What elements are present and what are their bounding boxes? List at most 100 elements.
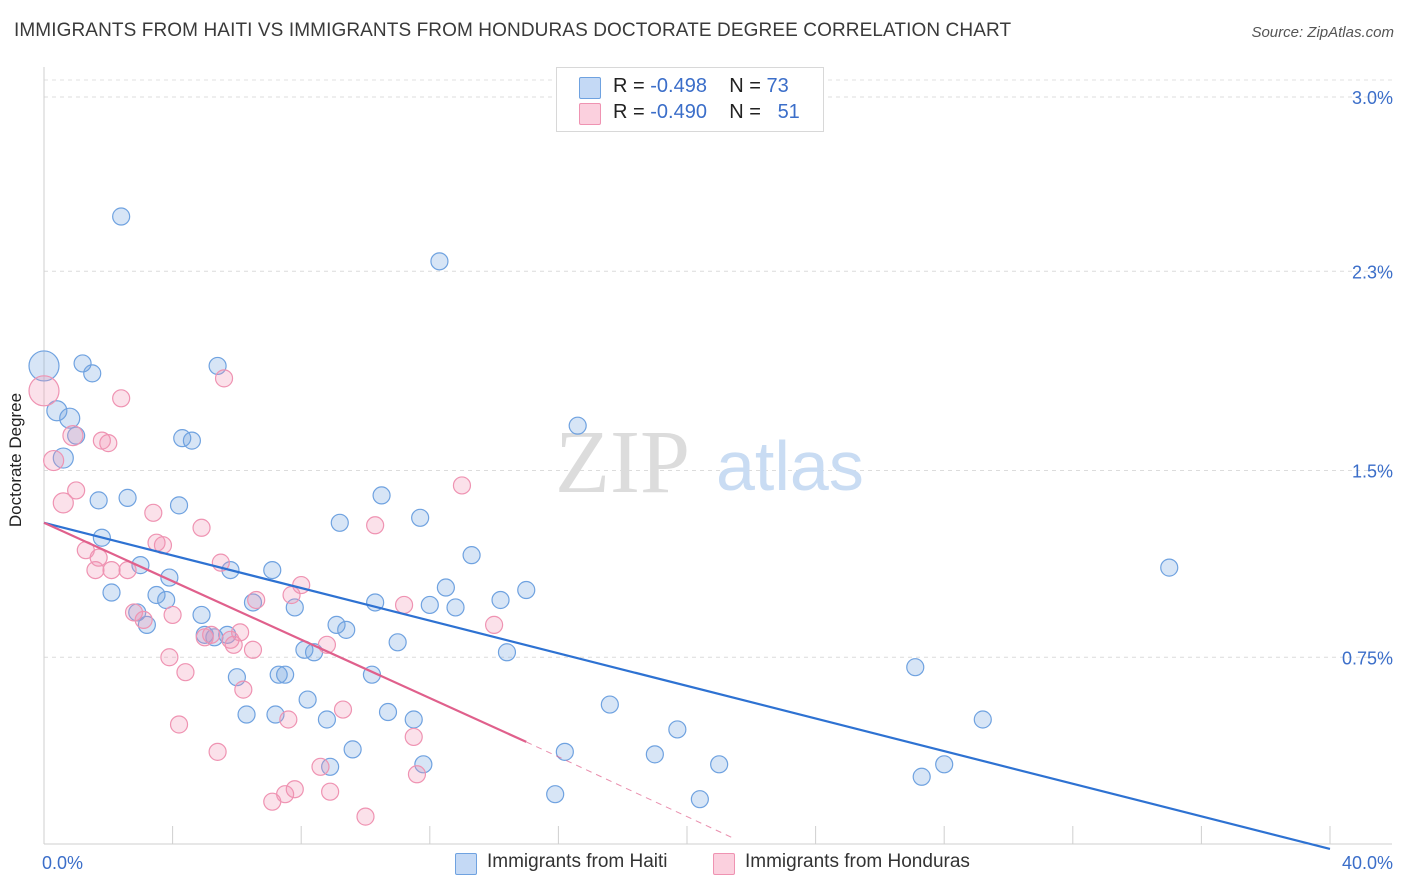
haiti-point-68: [912, 767, 931, 786]
honduras-n-label: N =: [729, 101, 761, 123]
haiti-point-31: [237, 705, 256, 724]
x-tick-label-right: 40.0%: [1342, 853, 1393, 873]
haiti-point-41: [337, 620, 356, 639]
honduras-point-24: [202, 625, 221, 644]
honduras-point-1: [43, 449, 65, 472]
haiti-point-44: [343, 740, 362, 759]
x-tick-label-left: 0.0%: [42, 853, 83, 873]
honduras-point-48: [407, 765, 427, 784]
haiti-point-47: [388, 633, 407, 652]
haiti-point-49: [404, 710, 423, 729]
chart-title: IMMIGRANTS FROM HAITI VS IMMIGRANTS FROM…: [14, 20, 1012, 41]
haiti-r-value: -0.498: [650, 75, 707, 97]
honduras-r-value: -0.490: [650, 101, 707, 123]
legend-haiti-swatch: [455, 853, 477, 875]
honduras-point-42: [321, 782, 340, 801]
haiti-point-55: [462, 546, 481, 565]
honduras-point-43: [333, 700, 353, 719]
tick-labels: 0.75% 1.5% 2.3% 3.0% 0.0% 40.0%: [42, 88, 1393, 873]
haiti-point-10: [182, 431, 201, 450]
haiti-point-48: [378, 702, 398, 722]
haiti-point-46: [372, 486, 391, 505]
y-tick-label-3: 3.0%: [1352, 88, 1393, 108]
haiti-point-18: [147, 585, 166, 605]
haiti-point-70: [973, 710, 992, 729]
haiti-point-50: [414, 755, 433, 774]
legend-honduras-swatch: [713, 853, 735, 875]
haiti-swatch: [579, 77, 601, 99]
honduras-point-40: [311, 757, 330, 776]
haiti-point-40: [327, 615, 346, 634]
haiti-point-61: [568, 416, 587, 435]
haiti-point-60: [555, 742, 574, 761]
honduras-point-15: [144, 503, 163, 522]
honduras-point-18: [160, 648, 179, 667]
haiti-stats: R = -0.498 N = 73: [613, 75, 789, 98]
y-tick-label-0: 0.75%: [1342, 648, 1393, 668]
haiti-point-39: [321, 757, 340, 776]
honduras-point-31: [234, 680, 253, 699]
haiti-point-19: [157, 590, 176, 610]
haiti-point-42: [330, 513, 349, 532]
honduras-point-47: [404, 727, 423, 747]
haiti-point-69: [935, 755, 954, 774]
trendlines: [43, 521, 1331, 851]
honduras-point-46: [394, 595, 414, 615]
points: [28, 207, 1179, 826]
honduras-point-22: [192, 518, 211, 537]
honduras-point-20: [169, 715, 189, 734]
haiti-point-3: [67, 426, 86, 445]
haiti-point-5: [73, 354, 92, 373]
honduras-trendline: [43, 521, 527, 743]
honduras-point-30: [231, 623, 250, 642]
haiti-point-54: [446, 598, 465, 617]
haiti-point-6: [83, 364, 102, 383]
haiti-point-56: [491, 590, 510, 610]
honduras-point-39: [292, 575, 311, 595]
haiti-r-label: R =: [613, 75, 645, 97]
honduras-point-9: [99, 434, 118, 453]
haiti-point-11: [89, 491, 108, 510]
haiti-point-38: [317, 710, 337, 729]
haiti-trendline: [43, 521, 1331, 851]
y-tick-label-1: 1.5%: [1352, 462, 1393, 482]
honduras-n-value: 51: [777, 101, 800, 123]
haiti-point-24: [243, 593, 263, 612]
haiti-point-65: [690, 790, 709, 809]
honduras-point-3: [62, 425, 84, 447]
stats-legend: R = -0.498 N = 73 R = -0.490 N = 51: [556, 67, 824, 132]
honduras-point-13: [124, 603, 144, 622]
haiti-point-7: [112, 207, 131, 226]
honduras-point-4: [67, 481, 86, 500]
honduras-point-49: [452, 476, 472, 495]
honduras-trendline-extension: [526, 741, 736, 840]
haiti-point-52: [420, 595, 439, 615]
honduras-point-0: [28, 375, 60, 407]
axes: [43, 67, 1392, 845]
honduras-point-32: [243, 640, 263, 659]
honduras-point-11: [112, 389, 131, 408]
haiti-point-51: [411, 508, 430, 527]
watermark: ZIP atlas: [555, 413, 864, 512]
honduras-point-10: [102, 560, 121, 580]
haiti-point-63: [645, 745, 664, 764]
haiti-point-64: [668, 720, 687, 739]
honduras-point-36: [279, 710, 298, 729]
haiti-point-58: [517, 580, 536, 600]
haiti-point-13: [169, 496, 189, 515]
honduras-point-19: [163, 605, 182, 625]
watermark-zip: ZIP: [555, 413, 690, 512]
honduras-point-37: [285, 780, 304, 799]
haiti-point-71: [1160, 558, 1179, 577]
haiti-point-72: [430, 252, 449, 271]
haiti-point-53: [436, 578, 455, 597]
source-label: Source: ZipAtlas.com: [1251, 24, 1394, 41]
honduras-point-35: [276, 785, 295, 804]
haiti-point-29: [276, 665, 295, 684]
honduras-point-27: [221, 630, 240, 649]
haiti-point-66: [710, 755, 729, 774]
haiti-point-1: [46, 400, 68, 422]
haiti-point-25: [263, 560, 282, 580]
haiti-point-12: [118, 488, 137, 507]
honduras-point-45: [366, 516, 385, 535]
